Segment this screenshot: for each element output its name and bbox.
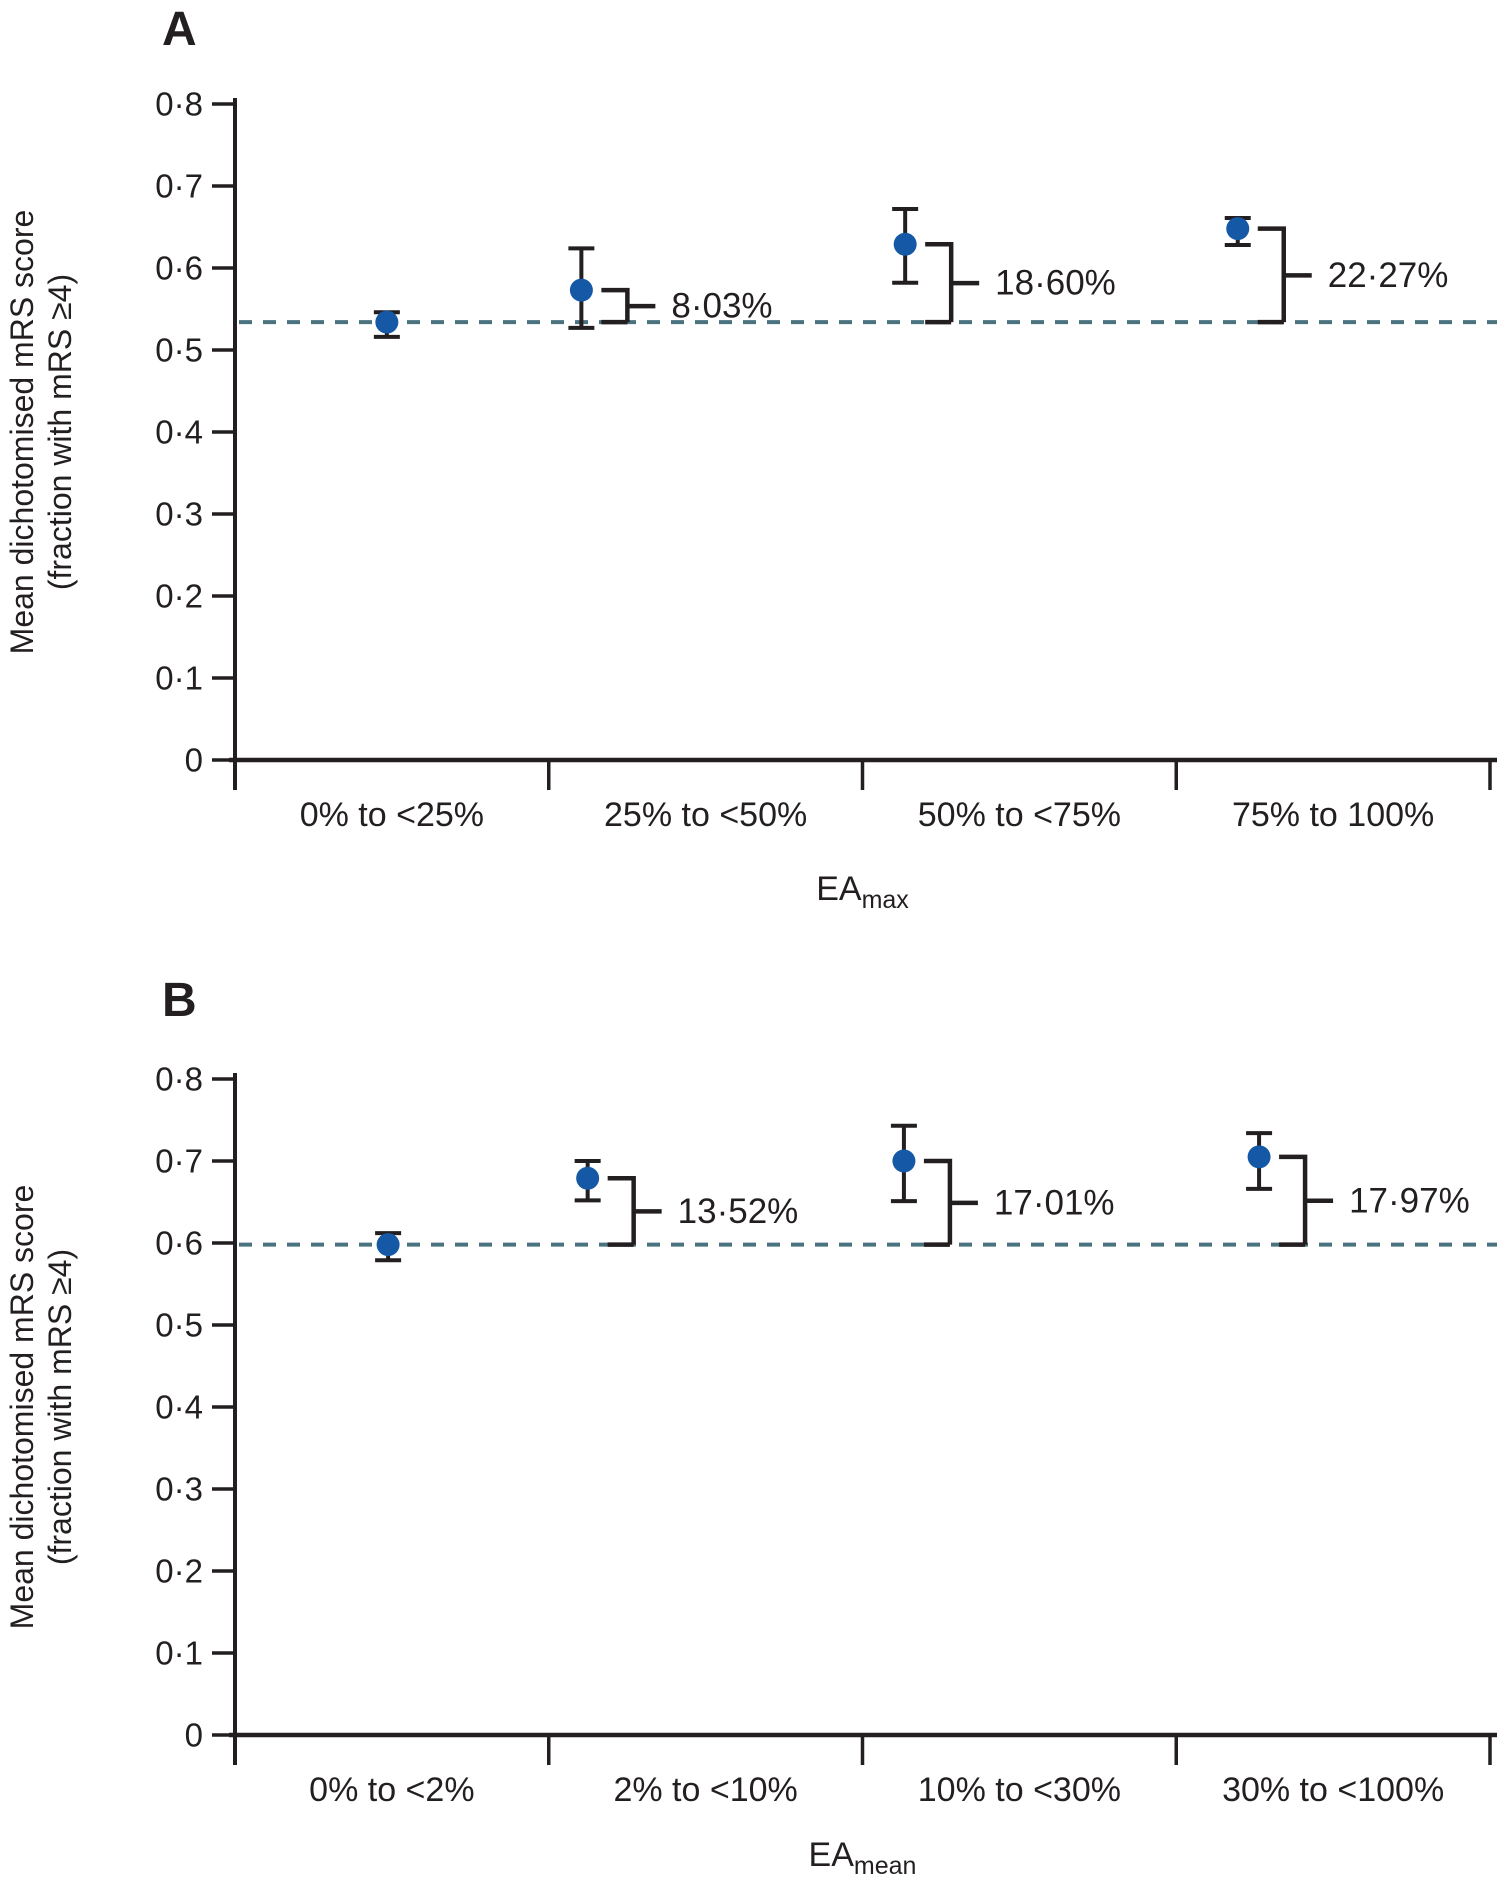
data-point [893, 232, 917, 256]
panel-b-plot: 0 0·1 0·2 0·3 0·4 0·5 0·6 0·7 0·8 0% to <2% 2% to … [155, 1061, 1497, 1809]
panel-a-x-axis-label-subscript: max [861, 885, 909, 914]
y-tick-label: 0·7 [155, 168, 203, 205]
x-category-label: 10% to <30% [918, 1771, 1121, 1809]
y-tick-label: 0·2 [155, 578, 203, 615]
difference-bracket [1257, 226, 1286, 323]
panel-a-x-axis-label-base: EA [816, 870, 862, 908]
x-category-label: 50% to <75% [918, 796, 1121, 834]
panel-a: A Mean dichotomised mRS score (fraction … [4, 3, 1497, 915]
y-tick-label: 0·8 [155, 86, 203, 123]
difference-label: 18·60% [995, 264, 1116, 303]
y-tick-label: 0 [185, 1717, 203, 1754]
difference-bracket [1279, 1154, 1308, 1245]
y-tick-label: 0·4 [155, 414, 203, 451]
difference-label: 13·52% [678, 1192, 799, 1231]
x-category-label: 25% to <50% [604, 796, 807, 834]
difference-bracket [925, 241, 954, 323]
difference-label: 17·01% [994, 1183, 1115, 1222]
y-tick-label: 0·4 [155, 1389, 203, 1426]
difference-label: 22·27% [1328, 256, 1449, 295]
data-point [576, 1166, 600, 1190]
difference-bracket [923, 1158, 953, 1245]
panel-b-letter: B [162, 974, 198, 1027]
difference-bracket [607, 1175, 636, 1245]
y-tick-label: 0·3 [155, 496, 203, 533]
y-tick-label: 0·8 [155, 1061, 203, 1098]
y-tick-label: 0·1 [155, 1635, 203, 1672]
y-tick-label: 0·3 [155, 1471, 203, 1508]
difference-label: 8·03% [671, 287, 772, 326]
data-point [375, 310, 399, 334]
panel-b-x-axis-label: EAmean [235, 1836, 1490, 1881]
y-tick-label: 0·5 [155, 332, 203, 369]
x-category-label: 75% to 100% [1232, 796, 1434, 834]
difference-label: 17·97% [1349, 1181, 1470, 1220]
y-tick-label: 0·6 [155, 250, 203, 287]
difference-bracket [601, 287, 630, 323]
data-point [892, 1149, 916, 1173]
data-point [376, 1233, 400, 1257]
y-tick-label: 0 [185, 742, 203, 779]
panel-b-x-axis-label-subscript: mean [853, 1851, 917, 1880]
y-tick-label: 0·1 [155, 660, 203, 697]
data-point [569, 278, 593, 302]
y-tick-label: 0·6 [155, 1225, 203, 1262]
panel-a-letter: A [162, 3, 198, 56]
panel-b-x-axis-label-base: EA [808, 1836, 854, 1874]
y-tick-label: 0·2 [155, 1553, 203, 1590]
x-category-label: 0% to <25% [300, 796, 484, 834]
data-point [1247, 1145, 1271, 1169]
x-category-label: 30% to <100% [1222, 1771, 1444, 1809]
data-point [1226, 217, 1250, 241]
panel-a-x-axis-label: EAmax [235, 870, 1490, 915]
y-tick-label: 0·7 [155, 1143, 203, 1180]
panel-b: B Mean dichotomised mRS score (fraction … [0, 943, 1500, 1886]
y-tick-label: 0·5 [155, 1307, 203, 1344]
x-category-label: 2% to <10% [613, 1771, 797, 1809]
x-category-label: 0% to <2% [309, 1771, 474, 1809]
panel-a-plot: 0 0·1 0·2 0·3 0·4 0·5 0·6 0·7 0·8 0% to <25% 25% t… [155, 86, 1497, 834]
